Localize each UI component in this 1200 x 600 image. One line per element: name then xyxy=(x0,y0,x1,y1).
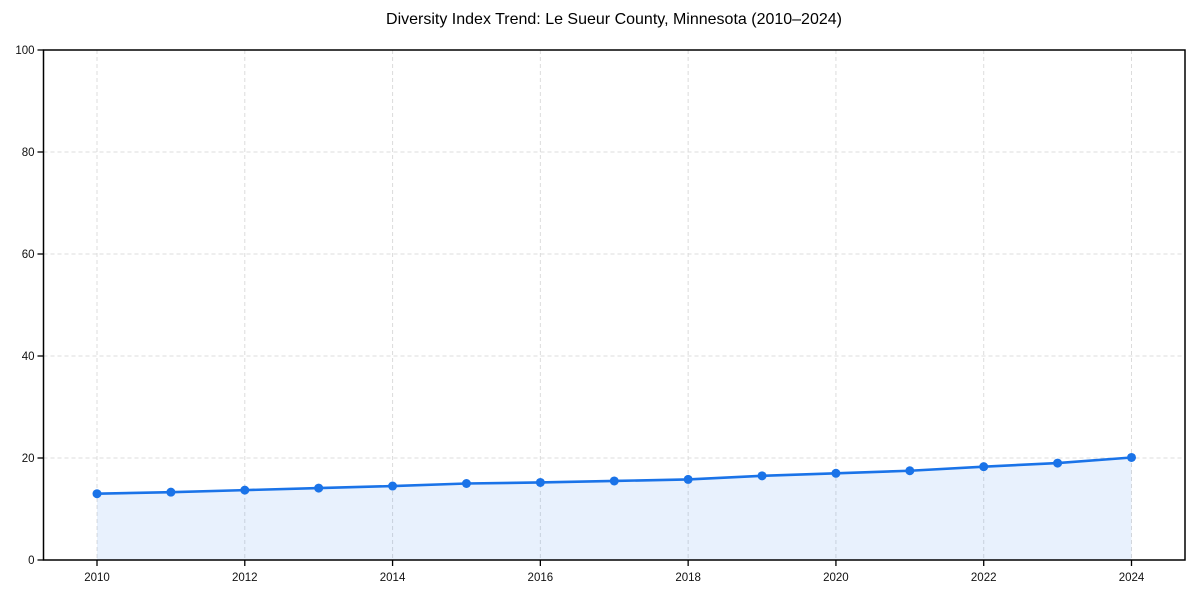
data-point xyxy=(240,485,250,495)
data-point xyxy=(92,489,102,499)
data-point xyxy=(314,483,324,493)
x-tick-label: 2018 xyxy=(675,572,701,584)
data-point xyxy=(831,468,841,478)
data-point xyxy=(683,474,693,484)
y-tick-label: 80 xyxy=(22,147,35,159)
y-tick-label: 20 xyxy=(22,453,35,465)
data-point xyxy=(979,462,989,472)
x-tick-label: 2024 xyxy=(1119,572,1145,584)
data-point xyxy=(1127,452,1136,462)
data-point xyxy=(757,471,767,481)
x-tick-label: 2016 xyxy=(528,572,554,584)
data-point xyxy=(166,487,176,497)
y-tick-label: 0 xyxy=(28,555,34,567)
chart-title: Diversity Index Trend: Le Sueur County, … xyxy=(386,11,842,28)
x-tick-label: 2020 xyxy=(823,572,849,584)
y-tick-label: 60 xyxy=(22,249,35,261)
data-point xyxy=(609,476,619,486)
x-tick-label: 2022 xyxy=(971,572,997,584)
area-fill xyxy=(97,457,1132,560)
data-point xyxy=(1053,458,1063,468)
data-point xyxy=(388,481,398,491)
y-tick-label: 40 xyxy=(22,351,35,363)
x-tick-label: 2012 xyxy=(232,572,258,584)
x-tick-label: 2014 xyxy=(380,572,406,584)
data-point xyxy=(461,479,471,488)
plot-frame xyxy=(42,49,1186,561)
data-point xyxy=(905,466,915,476)
y-tick-label: 100 xyxy=(15,45,34,57)
data-point xyxy=(535,477,545,487)
x-tick-label: 2010 xyxy=(84,572,110,584)
